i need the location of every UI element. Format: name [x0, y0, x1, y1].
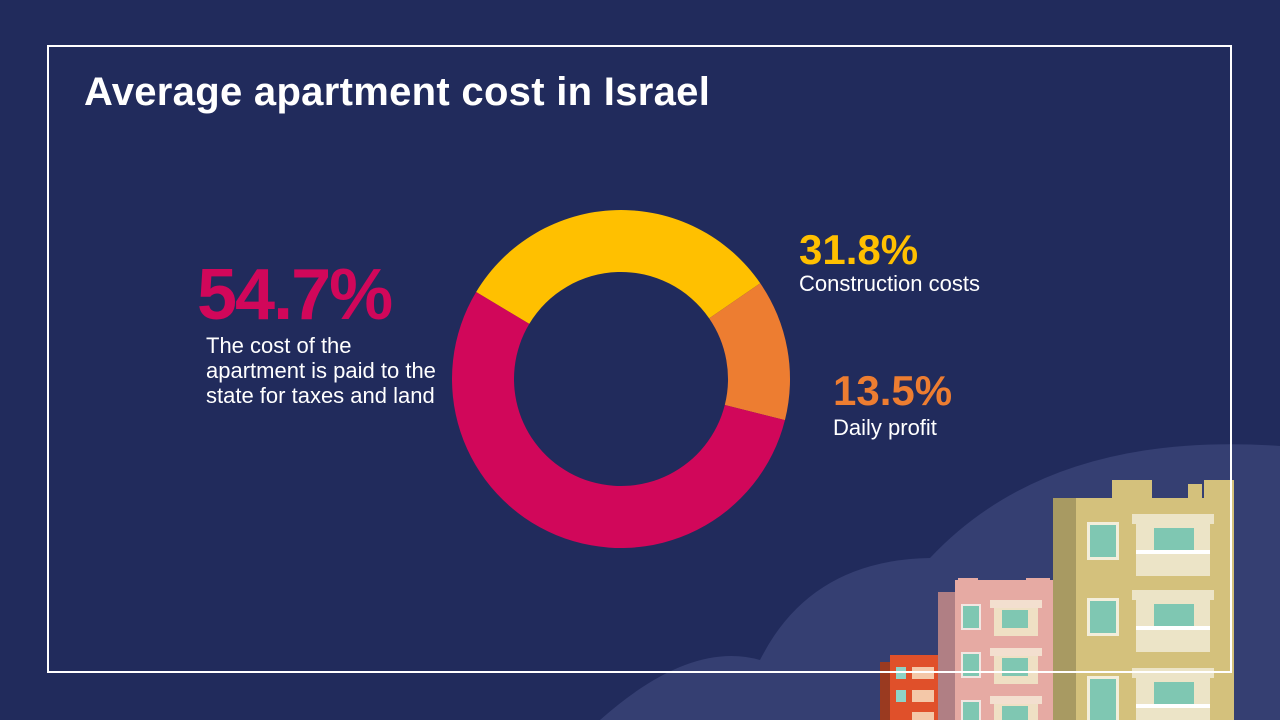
page-title: Average apartment cost in Israel — [84, 70, 711, 114]
donut-slice-profit — [709, 283, 790, 421]
apartment-buildings-icon — [880, 480, 1234, 720]
land-tax-percent-label: 54.7% — [197, 255, 393, 335]
content-frame — [47, 45, 1232, 673]
donut-slice-land-tax — [451, 291, 785, 549]
profit-description: Daily profit — [833, 415, 937, 440]
construction-percent-label: 31.8% — [799, 226, 919, 273]
construction-description: Construction costs — [799, 271, 980, 296]
profit-percent-label: 13.5% — [833, 367, 953, 414]
land-tax-description: The cost of the apartment is paid to the… — [206, 333, 436, 408]
donut-slice-construction — [476, 209, 761, 324]
